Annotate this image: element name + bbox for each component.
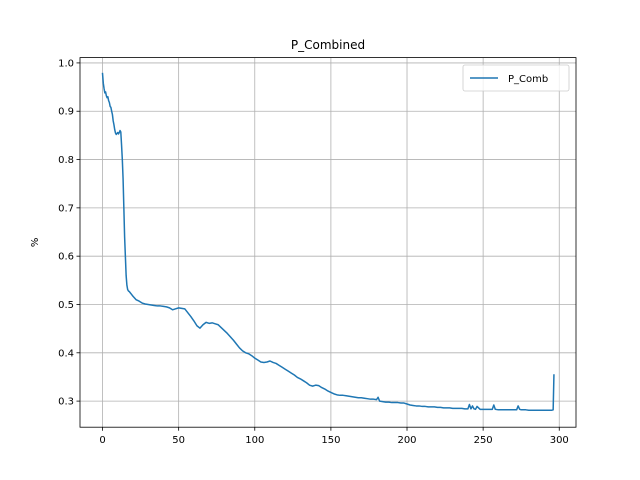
y-axis-label: %: [30, 238, 41, 248]
legend-label-p-comb: P_Comb: [508, 74, 548, 85]
y-tick-label: 0.8: [58, 155, 74, 166]
legend: P_Comb: [462, 64, 570, 92]
grid-lines: [80, 57, 576, 428]
plot-area: [80, 57, 576, 428]
chart-title: P_Combined: [291, 38, 365, 52]
legend-box: [462, 64, 570, 92]
x-tick-label: 100: [245, 435, 264, 446]
x-tick-label: 0: [99, 435, 105, 446]
y-tick-label: 0.6: [58, 252, 74, 263]
axis-ticks: 0 50 100 150 200 250 300 0.3 0.4 0.5 0.6 0.7 0.8 0.9 1…: [58, 58, 569, 446]
series-layer: [101, 72, 555, 412]
y-tick-label: 0.9: [58, 107, 74, 118]
x-tick-label: 50: [172, 435, 185, 446]
y-tick-label: 0.3: [58, 397, 74, 408]
x-tick-label: 150: [321, 435, 340, 446]
y-tick-label: 1.0: [58, 58, 74, 69]
x-tick-label: 250: [474, 435, 493, 446]
y-tick-label: 0.5: [58, 300, 74, 311]
x-tick-label: 300: [550, 435, 569, 446]
y-tick-label: 0.4: [58, 348, 74, 359]
y-tick-label: 0.7: [58, 203, 74, 214]
plot-frame: [79, 57, 577, 428]
series-line-p-comb: [101, 72, 555, 412]
x-tick-label: 200: [397, 435, 416, 446]
